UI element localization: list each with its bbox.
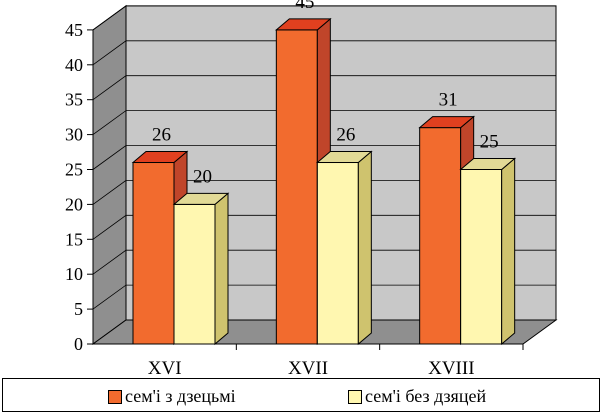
bar [172, 192, 230, 346]
y-tick-label: 20 [65, 194, 83, 214]
gridline [92, 214, 556, 240]
bar [418, 115, 476, 346]
data-labels: 26 20 45 26 31 25 [152, 0, 499, 187]
bar-top [418, 116, 476, 129]
bar-side [357, 150, 372, 346]
legend: сем'і з дзецьмі сем'і без дзяцей [2, 378, 600, 412]
bar-top [172, 192, 230, 205]
x-axis-categories: XVI XVII XVIII [148, 358, 475, 378]
bar-top [315, 151, 373, 164]
gridline [92, 5, 556, 31]
bars [131, 17, 517, 346]
gridline [92, 249, 556, 275]
bar-side [501, 157, 516, 346]
x-category-label: XVII [288, 358, 328, 378]
data-label: 31 [439, 90, 458, 111]
gridline [92, 40, 556, 66]
legend-label-series-1: сем'і з дзецьмі [125, 386, 236, 406]
data-label: 26 [152, 125, 171, 146]
legend-item-series-2: сем'і без дзяцей [348, 386, 486, 407]
y-axis-ticks: 0 5 10 15 20 25 30 35 40 45 [65, 20, 83, 354]
data-label: 26 [336, 125, 355, 146]
data-label: 20 [193, 166, 212, 187]
bar [315, 150, 373, 346]
gridline [92, 284, 556, 310]
x-category-label: XVIII [428, 358, 474, 378]
bar [459, 157, 517, 346]
y-tick-label: 25 [65, 160, 83, 180]
legend-swatch-series-1 [108, 389, 122, 404]
y-tick-label: 15 [65, 229, 83, 249]
y-tick-label: 5 [74, 299, 83, 319]
gridline [92, 75, 556, 101]
x-category-label: XVI [148, 358, 182, 378]
y-tick-label: 10 [65, 264, 83, 284]
bar-front [419, 127, 462, 345]
bar-front [460, 169, 503, 345]
bar-top [459, 158, 517, 170]
data-label: 45 [295, 0, 314, 13]
gridline [92, 110, 556, 135]
bar-top [131, 151, 189, 164]
y-tick-label: 35 [65, 90, 83, 110]
gridline [92, 179, 556, 205]
y-tick-label: 30 [65, 125, 83, 145]
y-tick-label: 40 [65, 55, 83, 75]
bar-top [274, 18, 332, 31]
bar-front [173, 203, 216, 345]
legend-item-series-1: сем'і з дзецьмі [108, 386, 236, 407]
side-wall [92, 4, 127, 345]
bar-front [275, 29, 318, 345]
bar-front [132, 162, 175, 345]
bar-front [316, 162, 359, 345]
y-tick-label: 45 [65, 20, 83, 40]
legend-swatch-series-2 [348, 389, 362, 404]
legend-label-series-2: сем'і без дзяцей [365, 386, 487, 406]
data-label: 25 [480, 132, 499, 153]
bar-side [214, 192, 229, 346]
y-tick-label: 0 [74, 334, 83, 354]
gridline [92, 145, 556, 170]
